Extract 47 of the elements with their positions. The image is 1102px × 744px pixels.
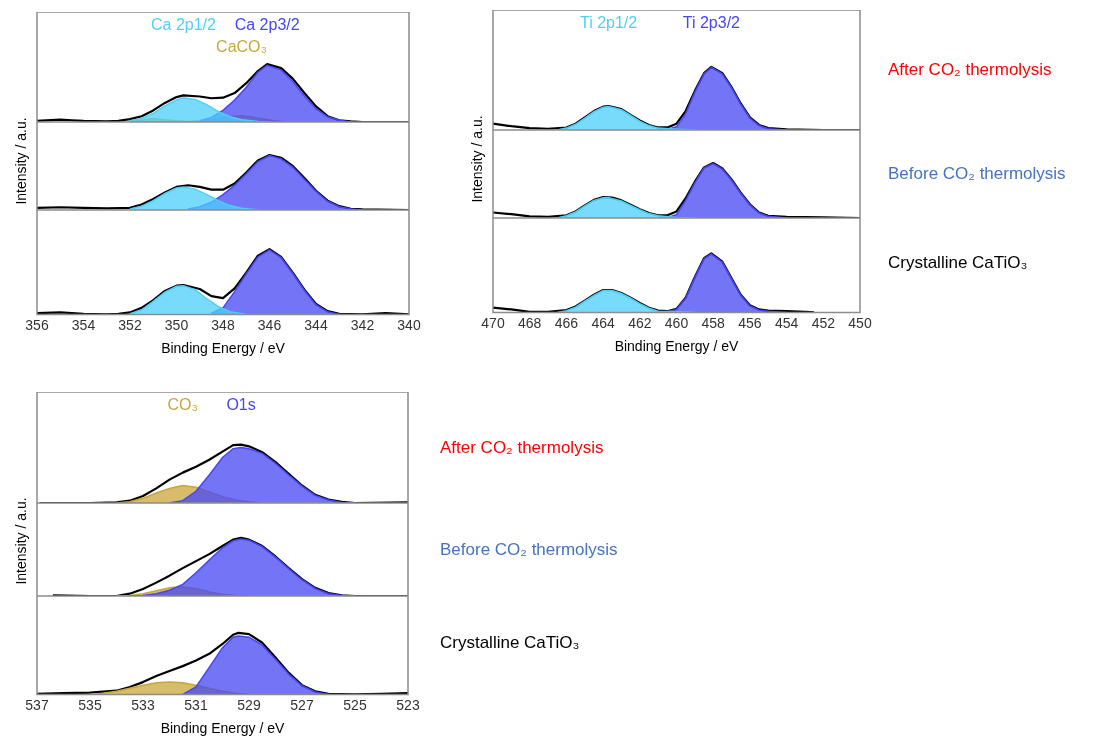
- x-tick-label: 529: [237, 696, 261, 713]
- text: O1s: [226, 396, 256, 414]
- text: Crystalline CaTiO₃: [888, 253, 1028, 273]
- x-tick-label: 527: [290, 696, 314, 713]
- x-tick-label: 340: [397, 316, 421, 333]
- x-tick-label: 464: [591, 314, 615, 331]
- text: Before CO₂ thermolysis: [888, 164, 1066, 184]
- x-tick-label: 460: [664, 314, 689, 331]
- x-tick-label: 537: [25, 696, 49, 713]
- text: After CO₂ thermolysis: [888, 60, 1052, 80]
- x-tick-label: 525: [343, 696, 367, 713]
- y-axis-title: Intensity / a.u.: [13, 497, 29, 585]
- x-tick-label: 450: [848, 314, 872, 331]
- x-tick-label: 344: [304, 316, 328, 333]
- x-tick-label: 533: [131, 696, 155, 713]
- x-tick-label: 354: [71, 316, 96, 333]
- text: Before CO₂ thermolysis: [440, 539, 618, 560]
- x-axis-title: Binding Energy / eV: [161, 340, 286, 357]
- text: Ti 2p3/2: [682, 14, 741, 32]
- x-tick-label: 456: [738, 314, 762, 331]
- x-axis-title: Binding Energy / eV: [160, 720, 286, 737]
- x-tick-label: 352: [118, 316, 142, 333]
- y-axis-title: Intensity / a.u.: [13, 117, 29, 205]
- text: Ca 2p1/2: [151, 16, 217, 34]
- x-tick-label: 346: [257, 316, 282, 333]
- text: CaCO₃: [216, 38, 268, 56]
- x-tick-label: 470: [481, 314, 505, 331]
- x-tick-label: 458: [701, 314, 726, 331]
- text: After CO₂ thermolysis: [440, 437, 604, 458]
- text: Ca 2p3/2: [234, 16, 300, 34]
- x-tick-label: 466: [554, 314, 579, 331]
- text: Crystalline CaTiO₃: [440, 633, 580, 653]
- x-tick-label: 454: [774, 314, 799, 331]
- x-tick-label: 535: [78, 696, 102, 713]
- x-tick-label: 531: [184, 696, 208, 713]
- x-tick-label: 342: [350, 316, 375, 333]
- x-tick-label: 523: [396, 696, 420, 713]
- x-axis-title: Binding Energy / eV: [614, 338, 740, 355]
- x-tick-label: 462: [628, 314, 652, 331]
- x-tick-label: 348: [211, 316, 235, 333]
- x-tick-label: 452: [811, 314, 836, 331]
- x-tick-label: 350: [164, 316, 189, 333]
- x-tick-label: 356: [25, 316, 49, 333]
- y-axis-title: Intensity / a.u.: [469, 115, 485, 203]
- x-tick-label: 468: [518, 314, 542, 331]
- text: CO₃: [167, 396, 199, 414]
- text: Ti 2p1/2: [580, 14, 638, 32]
